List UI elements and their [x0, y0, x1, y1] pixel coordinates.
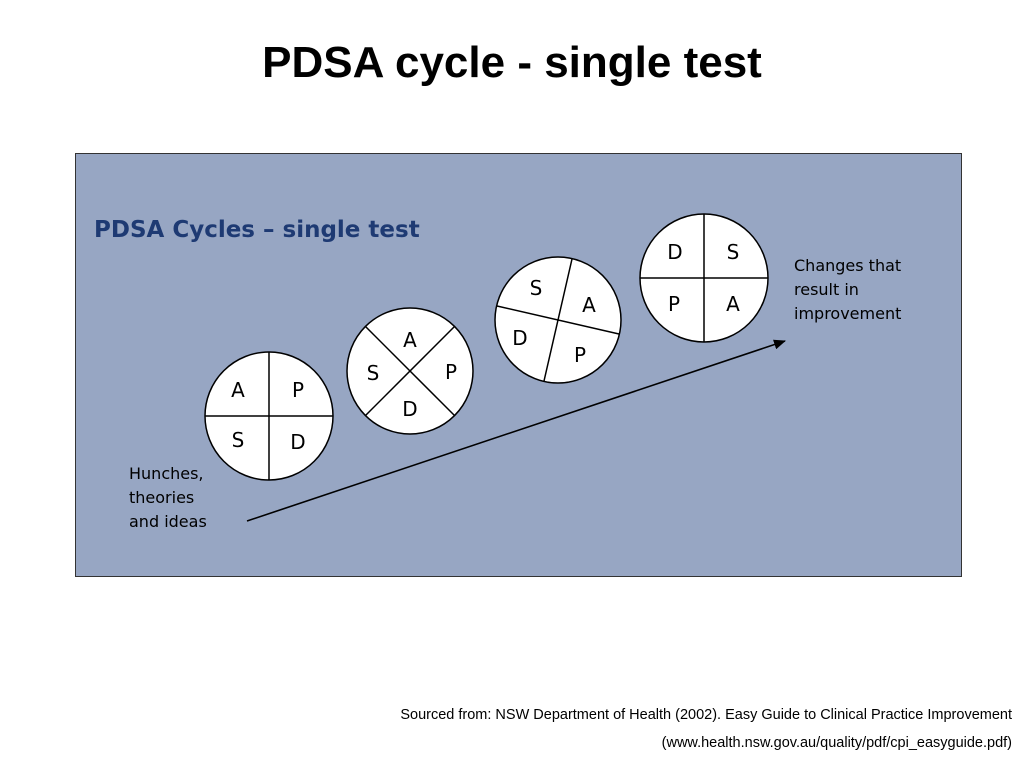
- cycle-letter-plan: P: [668, 292, 680, 316]
- end-note-line: result in: [794, 280, 859, 299]
- end-note: Changes that result in improvement: [794, 254, 901, 326]
- start-note-line: Hunches,: [129, 464, 204, 483]
- source-citation: Sourced from: NSW Department of Health (…: [400, 707, 1012, 723]
- start-note-line: theories: [129, 488, 195, 507]
- cycle-letter-act: A: [403, 328, 417, 352]
- pdsa-diagram: A P D S A P D S S A P D: [204, 213, 786, 522]
- cycle-letter-do: D: [290, 430, 305, 454]
- cycle-letter-study: S: [232, 428, 245, 452]
- end-note-line: improvement: [794, 304, 902, 323]
- start-note-line: and ideas: [129, 512, 207, 531]
- end-note-line: Changes that: [794, 256, 902, 275]
- diagram-panel: PDSA Cycles – single test A P D S A P D: [75, 153, 962, 577]
- cycle-letter-do: D: [512, 326, 527, 350]
- cycle-letter-do: D: [667, 240, 682, 264]
- pdsa-cycle-1: A P D S: [204, 351, 334, 481]
- pdsa-cycle-4: D S A P: [639, 213, 769, 343]
- cycle-letter-plan: P: [445, 360, 457, 384]
- cycle-letter-study: S: [727, 240, 740, 264]
- slide-title: PDSA cycle - single test: [262, 38, 762, 87]
- cycle-letter-act: A: [726, 292, 740, 316]
- pdsa-cycle-3: S A P D: [494, 256, 622, 384]
- cycle-letter-plan: P: [574, 343, 586, 367]
- source-url: (www.health.nsw.gov.au/quality/pdf/cpi_e…: [661, 735, 1012, 751]
- pdsa-cycle-2: A P D S: [346, 307, 474, 435]
- cycle-divider: [364, 325, 456, 417]
- panel-title: PDSA Cycles – single test: [94, 217, 420, 243]
- cycle-letter-study: S: [367, 361, 380, 385]
- start-note: Hunches, theories and ideas: [129, 462, 207, 534]
- cycle-letter-act: A: [231, 378, 245, 402]
- cycle-letter-study: S: [530, 276, 543, 300]
- cycle-letter-act: A: [582, 293, 596, 317]
- improvement-arrow: [246, 339, 786, 522]
- cycle-letter-do: D: [402, 397, 417, 421]
- cycle-divider: [496, 305, 620, 335]
- cycle-letter-plan: P: [292, 378, 304, 402]
